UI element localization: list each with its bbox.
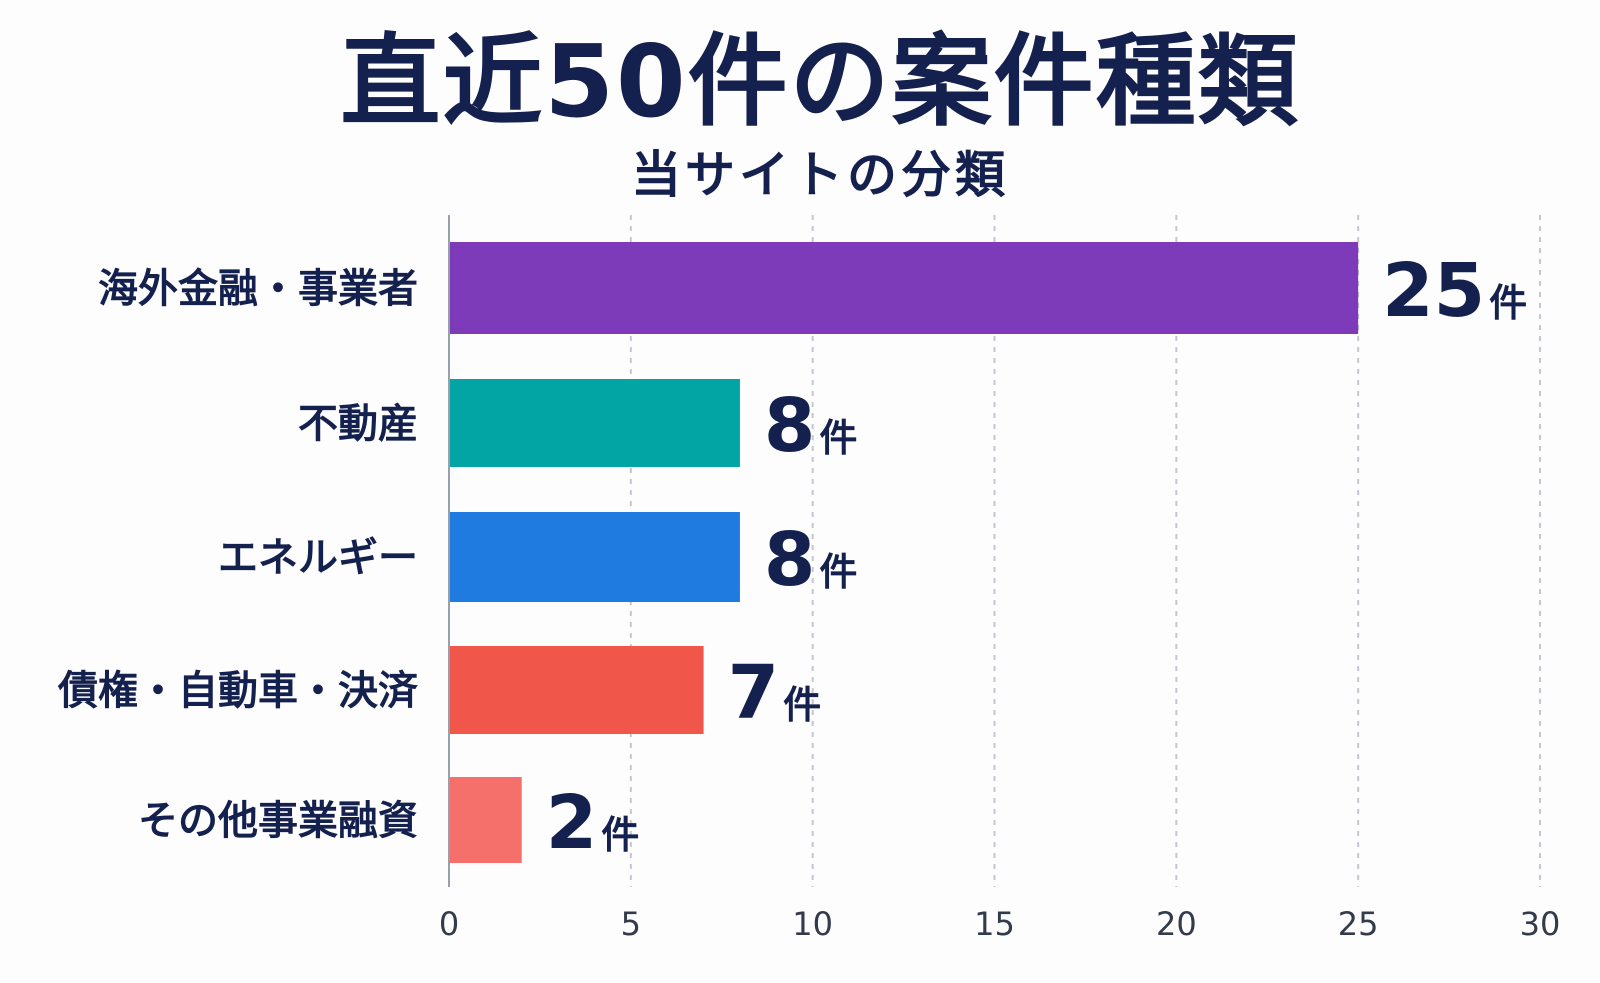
- category-label: 海外金融・事業者: [98, 266, 418, 312]
- x-tick-label: 20: [1156, 905, 1197, 943]
- chart-title: 直近50件の案件種類: [340, 23, 1300, 140]
- x-tick-label: 25: [1338, 905, 1379, 943]
- x-tick-label: 0: [439, 905, 459, 943]
- value-number: 2: [546, 780, 598, 866]
- bars: [450, 242, 1359, 863]
- x-tick-label: 5: [621, 905, 641, 943]
- value-unit: 件: [819, 550, 857, 594]
- bar: [450, 512, 740, 602]
- value-number: 25: [1382, 248, 1485, 334]
- value-label: 25 件: [1382, 248, 1527, 334]
- category-label: 債権・自動車・決済: [57, 668, 419, 714]
- value-number: 8: [764, 383, 816, 469]
- x-tick-label: 30: [1520, 905, 1561, 943]
- bar: [450, 379, 740, 467]
- x-tick-label: 10: [792, 905, 833, 943]
- x-tick-label: 15: [974, 905, 1015, 943]
- bar: [450, 242, 1359, 334]
- chart-subtitle: 当サイトの分類: [631, 146, 1009, 204]
- value-unit: 件: [1489, 281, 1527, 325]
- axis: 0 5 10 15 20 25 30: [439, 215, 1561, 943]
- value-number: 8: [764, 517, 816, 603]
- value-number: 7: [728, 650, 780, 736]
- value-unit: 件: [601, 813, 639, 857]
- bar: [450, 646, 704, 734]
- category-label: その他事業融資: [138, 798, 418, 844]
- category-label: 不動産: [298, 401, 418, 447]
- value-unit: 件: [783, 683, 821, 727]
- bar: [450, 777, 522, 863]
- value-unit: 件: [819, 416, 857, 460]
- category-label: エネルギー: [218, 535, 418, 581]
